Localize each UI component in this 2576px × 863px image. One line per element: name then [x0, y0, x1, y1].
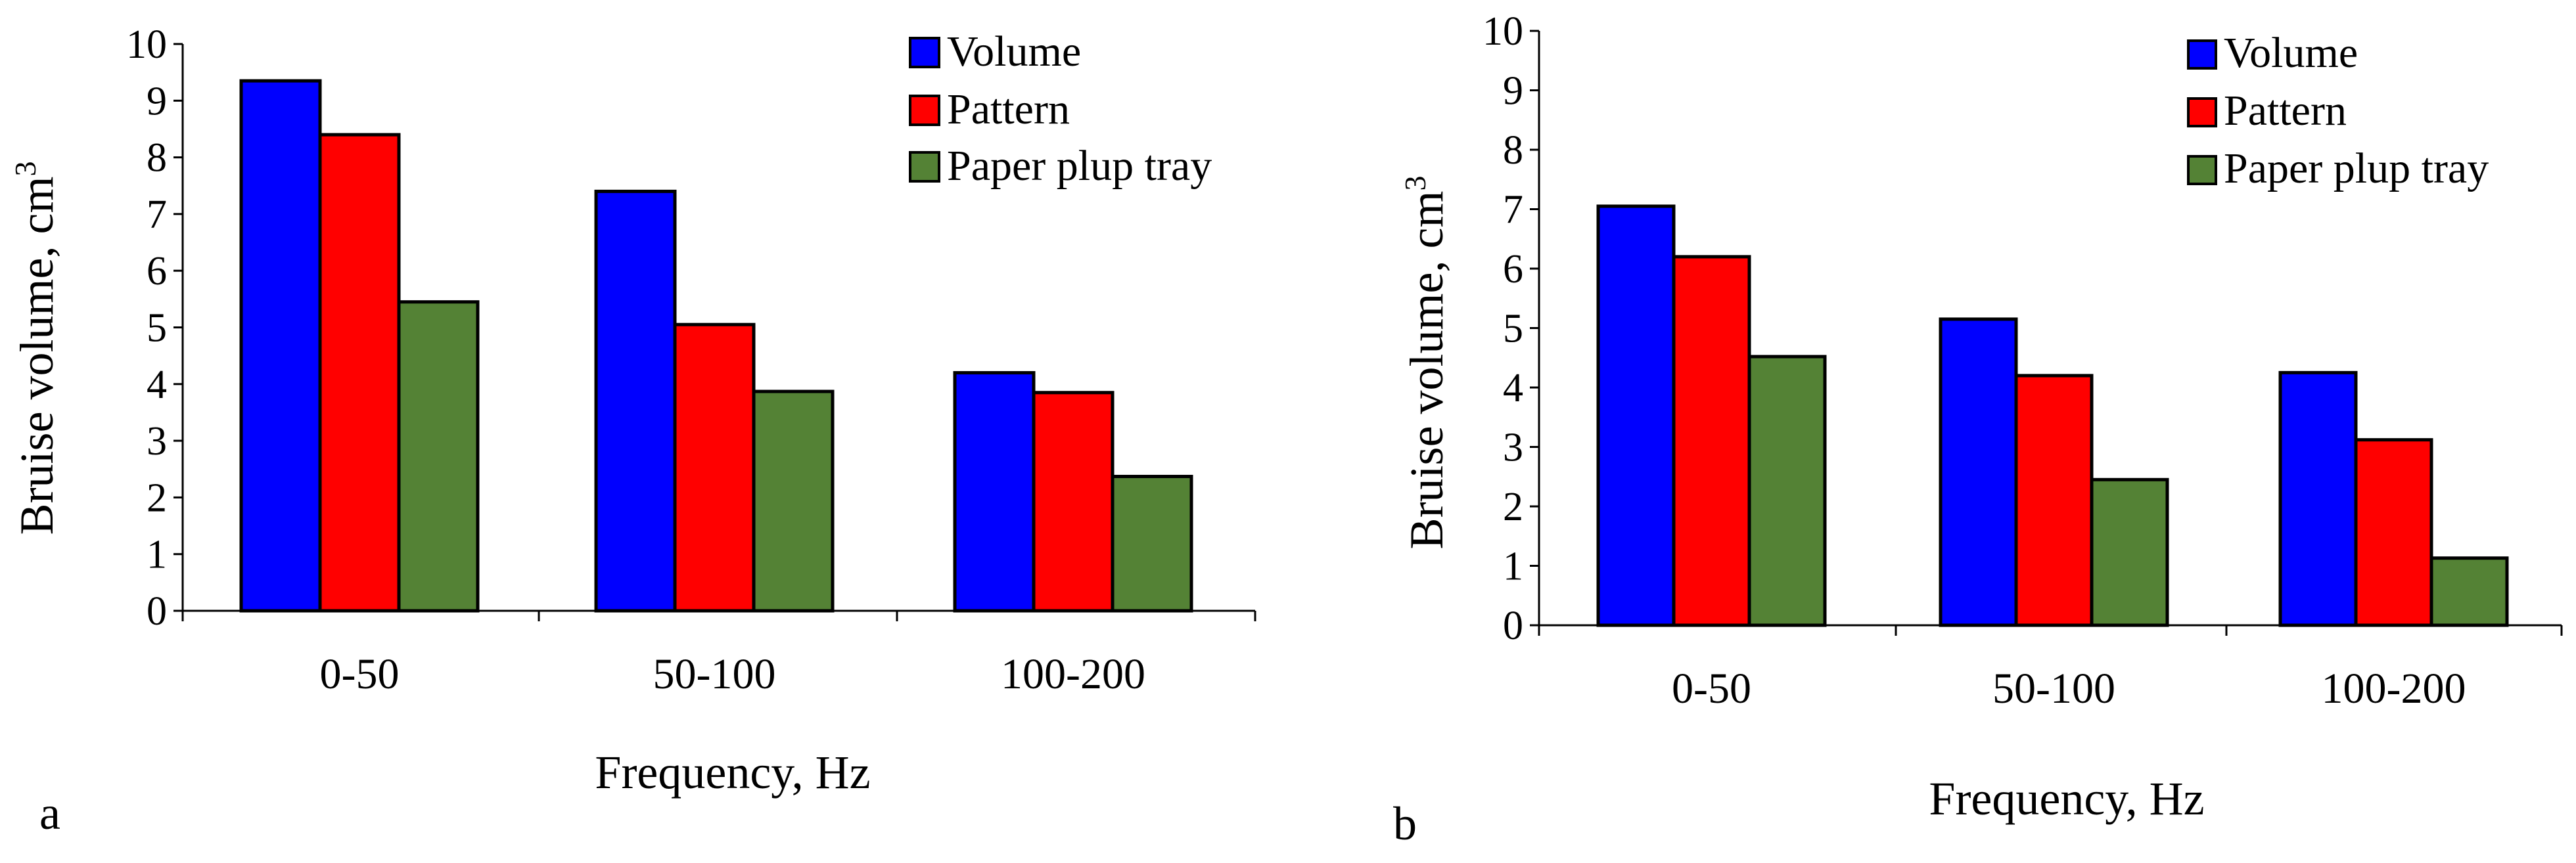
panel-b-y-axis-title-main: Bruise volume, cm	[1400, 191, 1453, 550]
panel-b: b Frequency, Hz Bruise volume, cm3 01234…	[1393, 9, 2563, 850]
panel-b-legend-label-pattern: Pattern	[2224, 87, 2347, 135]
panel-b-bar-paper-plup-tray-50-100	[2090, 477, 2169, 627]
panel-b-letter: b	[1393, 797, 1417, 850]
panel-a-x-axis-title: Frequency, Hz	[595, 746, 870, 799]
panel-b-y-tick-label-1: 1	[1503, 544, 1523, 589]
panel-b-legend-swatch-paper-plup-tray	[2187, 155, 2217, 185]
panel-b-bar-volume-50-100	[1939, 317, 2018, 627]
panel-a-y-tick-label-7: 7	[147, 192, 167, 237]
panel-b-y-tick-label-6: 6	[1503, 247, 1523, 292]
panel-a-bar-volume-100-200	[953, 371, 1036, 613]
panel-b-legend-label-paper-plup-tray: Paper plup tray	[2224, 144, 2489, 192]
panel-b-x-category-label-0-50: 0-50	[1672, 665, 1751, 713]
panel-a: a Frequency, Hz Bruise volume, cm3 01234…	[9, 22, 1256, 839]
panel-a-bar-pattern-0-50	[318, 133, 401, 613]
panel-b-plot-area: 0 1 2 3 4 5 6 7 8 9 10 0-50 50-100 100-200	[1483, 9, 2563, 713]
panel-b-y-tick-label-10: 10	[1483, 9, 1523, 54]
panel-a-y-axis-title: Bruise volume, cm3	[9, 162, 63, 535]
panel-b-y-tick-label-5: 5	[1503, 307, 1523, 351]
panel-a-y-tick-label-8: 8	[147, 136, 167, 181]
panel-a-y-tick-label-9: 9	[147, 79, 167, 123]
panel-a-plot-area: 0 1 2 3 4 5 6 7 8 9 10 0-50 50-100 100-200	[126, 22, 1256, 698]
panel-a-x-category-label-50-100: 50-100	[653, 650, 776, 698]
panel-a-legend-swatch-paper-plup-tray	[909, 151, 940, 183]
panel-b-legend-label-volume: Volume	[2224, 29, 2358, 77]
panel-a-bar-volume-50-100	[594, 189, 677, 613]
panel-a-bar-volume-0-50	[239, 79, 322, 613]
panel-a-bar-paper-plup-tray-100-200	[1111, 474, 1193, 613]
panel-a-y-tick-label-4: 4	[147, 363, 167, 407]
panel-b-y-tick-label-7: 7	[1503, 188, 1523, 232]
panel-b-x-axis-title: Frequency, Hz	[1929, 772, 2204, 825]
panel-b-x-category-label-100-200: 100-200	[2322, 665, 2466, 713]
panel-a-y-tick-label-3: 3	[147, 419, 167, 464]
panel-a-legend-label-pattern: Pattern	[947, 85, 1070, 133]
panel-a-y-tick-label-10: 10	[126, 22, 167, 67]
panel-b-bar-pattern-50-100	[2014, 374, 2094, 627]
panel-a-y-tick-label-0: 0	[147, 589, 167, 634]
panel-a-x-category-label-0-50: 0-50	[320, 650, 400, 698]
panel-b-bar-pattern-100-200	[2354, 438, 2433, 627]
panel-b-y-tick-label-2: 2	[1503, 485, 1523, 529]
panel-a-x-category-label-100-200: 100-200	[1001, 650, 1145, 698]
panel-a-bar-paper-plup-tray-50-100	[752, 389, 835, 613]
panel-a-y-tick-label-5: 5	[147, 306, 167, 351]
panel-b-bar-paper-plup-tray-100-200	[2429, 556, 2509, 627]
panel-a-legend: Volume Pattern Paper plup tray	[909, 28, 1212, 190]
panel-a-y-tick-label-1: 1	[147, 533, 167, 577]
panel-a-bar-pattern-50-100	[673, 322, 756, 613]
panel-b-legend: Volume Pattern Paper plup tray	[2187, 29, 2489, 192]
panel-b-y-tick-label-3: 3	[1503, 426, 1523, 470]
panel-b-legend-swatch-volume	[2187, 39, 2217, 70]
panel-a-legend-label-volume: Volume	[947, 28, 1081, 76]
panel-a-bar-pattern-100-200	[1032, 391, 1115, 613]
panel-b-y-tick-label-0: 0	[1503, 604, 1523, 648]
panel-a-y-tick-label-6: 6	[147, 249, 167, 294]
panel-a-legend-label-paper-plup-tray: Paper plup tray	[947, 142, 1212, 190]
panel-a-y-tick-label-2: 2	[147, 476, 167, 520]
panel-b-y-axis-title-superscript: 3	[1398, 176, 1432, 191]
panel-b-y-tick-label-9: 9	[1503, 69, 1523, 114]
panel-a-letter: a	[39, 787, 60, 839]
panel-a-y-axis-title-superscript: 3	[9, 162, 42, 177]
panel-b-bar-paper-plup-tray-0-50	[1747, 355, 1827, 627]
panel-b-bar-pattern-0-50	[1672, 255, 1751, 627]
panel-b-y-axis-title: Bruise volume, cm3	[1398, 176, 1453, 550]
panel-b-bar-volume-0-50	[1596, 204, 1676, 627]
panel-b-legend-swatch-pattern	[2187, 97, 2217, 127]
panel-b-bar-volume-100-200	[2278, 370, 2358, 627]
panel-b-y-tick-label-8: 8	[1503, 128, 1523, 173]
panel-b-x-category-label-50-100: 50-100	[1992, 665, 2115, 713]
panel-a-legend-swatch-pattern	[909, 95, 940, 126]
panel-a-legend-swatch-volume	[909, 37, 940, 68]
panel-b-y-tick-label-4: 4	[1503, 366, 1523, 410]
panel-a-bar-paper-plup-tray-0-50	[397, 300, 480, 613]
panel-a-y-axis-title-main: Bruise volume, cm	[11, 177, 63, 535]
